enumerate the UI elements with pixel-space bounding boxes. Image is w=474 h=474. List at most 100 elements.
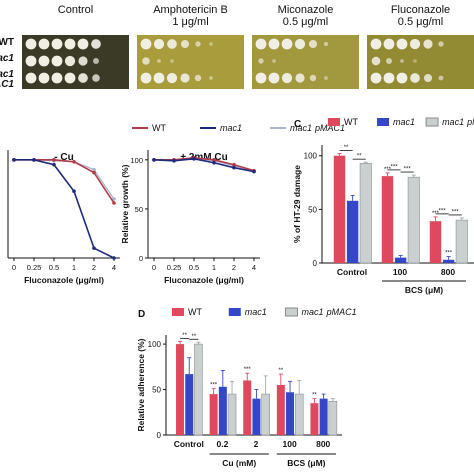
x-tick-label: 0.5 bbox=[49, 263, 59, 272]
x-tick-label: 800 bbox=[316, 439, 330, 449]
data-point bbox=[112, 256, 116, 260]
plate-title: 1 μg/ml bbox=[172, 16, 208, 28]
legend-label: mac1 pMAC1 bbox=[302, 307, 357, 317]
yeast-spot bbox=[167, 39, 177, 49]
yeast-spot bbox=[294, 38, 306, 50]
bar bbox=[286, 392, 295, 435]
yeast-spot bbox=[38, 55, 50, 67]
x-tick-label: 4 bbox=[252, 263, 256, 272]
x-tick-label: 0.25 bbox=[167, 263, 182, 272]
bar bbox=[319, 398, 328, 435]
data-point bbox=[212, 158, 216, 162]
yeast-spot bbox=[255, 72, 267, 84]
yeast-spot bbox=[64, 72, 76, 84]
yeast-spot bbox=[423, 39, 433, 49]
data-point bbox=[92, 246, 96, 250]
legend-swatch bbox=[172, 308, 184, 316]
plate-title: 0.5 μg/ml bbox=[398, 16, 443, 28]
bar bbox=[359, 162, 372, 264]
yeast-spot bbox=[255, 38, 267, 50]
yeast-spot bbox=[93, 58, 99, 64]
yeast-spot bbox=[25, 55, 37, 67]
bar bbox=[310, 403, 319, 435]
significance-label: *** bbox=[404, 167, 412, 173]
legend-label: mac1 bbox=[393, 117, 415, 127]
line-chart: 0 0.25 0.5 1 2 4 0 50 100 + 2mM Cu Fluconazole (μg… bbox=[120, 150, 260, 285]
legend-label: WT bbox=[344, 117, 358, 127]
yeast-spot bbox=[180, 39, 190, 49]
yeast-spot bbox=[413, 59, 417, 63]
significance-label: *** bbox=[445, 251, 453, 257]
bar bbox=[243, 380, 252, 435]
yeast-spot bbox=[410, 73, 420, 83]
x-tick-label: 0 bbox=[12, 263, 16, 272]
legend-swatch bbox=[328, 118, 340, 126]
significance-label: *** bbox=[210, 383, 218, 389]
bar bbox=[346, 200, 359, 263]
bar bbox=[261, 393, 270, 436]
legend-label: mac1 bbox=[220, 123, 242, 133]
data-point bbox=[12, 158, 16, 162]
x-tick-label: 4 bbox=[112, 263, 116, 272]
strain-row-label: mac1 bbox=[0, 53, 14, 64]
significance-label: *** bbox=[391, 164, 399, 170]
yeast-spot bbox=[400, 59, 404, 63]
yeast-spot bbox=[142, 57, 150, 65]
yeast-spot bbox=[180, 73, 190, 83]
series-line bbox=[154, 157, 255, 172]
data-point bbox=[32, 158, 36, 162]
plate-title: Amphotericin B bbox=[153, 4, 228, 16]
data-point bbox=[52, 158, 56, 162]
x-tick-label: 100 bbox=[393, 267, 407, 277]
bar bbox=[185, 374, 194, 435]
significance-label: *** bbox=[439, 208, 447, 214]
group-label: BCS (μM) bbox=[287, 458, 325, 468]
bar bbox=[394, 257, 407, 263]
significance-label: *** bbox=[452, 209, 460, 215]
x-tick-label: 800 bbox=[441, 267, 455, 277]
yeast-spot bbox=[268, 72, 280, 84]
plate-title: Miconazole bbox=[278, 4, 334, 16]
data-point bbox=[112, 197, 116, 201]
y-axis-label: Relative adherence (%) bbox=[136, 338, 146, 431]
x-axis-label: Fluconazole (μg/ml) bbox=[24, 275, 104, 285]
group-label: Cu (mM) bbox=[222, 458, 256, 468]
data-point bbox=[92, 167, 96, 172]
yeast-spot bbox=[281, 72, 293, 84]
data-point bbox=[72, 159, 76, 164]
bar bbox=[276, 385, 285, 435]
yeast-spot bbox=[323, 41, 329, 47]
bar bbox=[294, 393, 304, 436]
yeast-spot bbox=[370, 72, 382, 84]
yeast-spot bbox=[209, 42, 213, 46]
yeast-spot bbox=[140, 72, 152, 84]
y-tick-label: 50 bbox=[308, 205, 317, 214]
line-chart: 0 0.25 0.5 1 2 4 - Cu Fluconazole (μg/ml) bbox=[7, 150, 120, 285]
yeast-spot bbox=[38, 38, 50, 50]
data-point bbox=[232, 165, 236, 170]
yeast-spot bbox=[166, 72, 178, 84]
significance-label: ** bbox=[357, 154, 362, 160]
yeast-spot bbox=[438, 75, 444, 81]
legend-label: mac1 pMAC1 bbox=[290, 123, 345, 133]
y-tick-label: 100 bbox=[130, 156, 143, 165]
bar bbox=[442, 259, 455, 263]
x-tick-label: 1 bbox=[72, 263, 76, 272]
yeast-spot bbox=[77, 38, 89, 50]
significance-label: ** bbox=[278, 368, 283, 374]
panel-letter: C bbox=[294, 119, 301, 130]
yeast-spot bbox=[383, 72, 395, 84]
legend-label: WT bbox=[152, 123, 166, 133]
bar bbox=[455, 219, 468, 264]
x-tick-label: 100 bbox=[283, 439, 297, 449]
significance-label: ** bbox=[344, 145, 349, 151]
yeast-spot bbox=[170, 59, 174, 63]
yeast-spot bbox=[64, 38, 76, 50]
plate-background bbox=[22, 35, 129, 89]
legend-swatch bbox=[285, 307, 299, 317]
significance-label: ** bbox=[182, 333, 187, 339]
significance-label: ** bbox=[191, 334, 196, 340]
series-line bbox=[14, 159, 115, 204]
